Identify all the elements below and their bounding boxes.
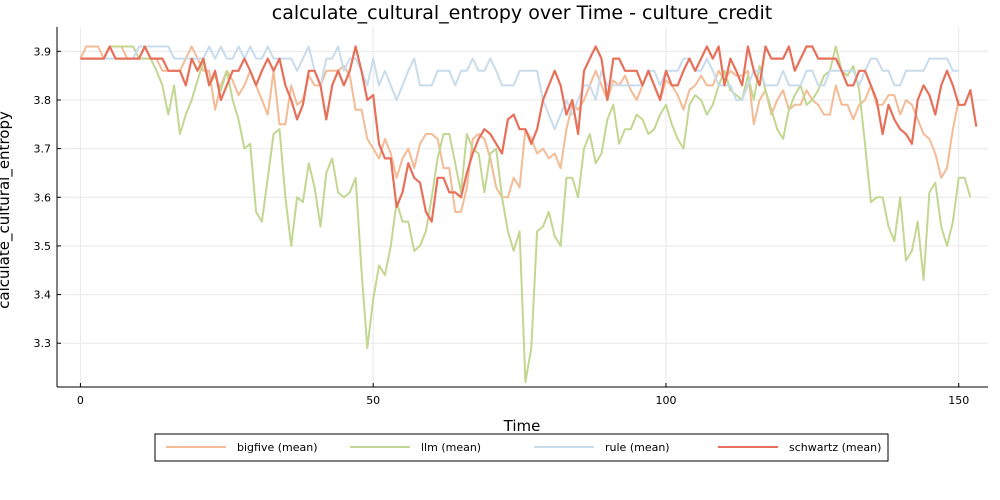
x-axis-title: Time — [503, 417, 541, 435]
chart-title: calculate_cultural_entropy over Time - c… — [272, 2, 772, 24]
y-tick-label: 3.4 — [34, 289, 52, 302]
y-tick-label: 3.5 — [34, 240, 52, 253]
y-axis-title: calculate_cultural_entropy — [0, 111, 14, 309]
series-line-schwartz — [80, 45, 978, 223]
y-tick-label: 3.9 — [34, 45, 52, 58]
x-tick-labels: 0 50 100 150 — [77, 394, 969, 407]
y-tick-labels: 3.3 3.4 3.5 3.6 3.7 3.8 3.9 — [34, 45, 52, 350]
legend-label: rule (mean) — [605, 441, 670, 454]
series-line-rule — [80, 45, 959, 131]
legend-label: llm (mean) — [421, 441, 481, 454]
x-tick-label: 150 — [948, 394, 969, 407]
legend-label: bigfive (mean) — [237, 441, 318, 454]
y-tick-label: 3.6 — [34, 191, 52, 204]
x-tick-label: 100 — [655, 394, 676, 407]
y-tick-label: 3.7 — [34, 143, 52, 156]
x-tick-label: 50 — [366, 394, 380, 407]
x-tick-label: 0 — [77, 394, 84, 407]
y-tick-label: 3.3 — [34, 337, 52, 350]
legend: bigfive (mean) llm (mean) rule (mean) schwa… — [154, 433, 889, 462]
axes — [56, 27, 988, 388]
y-tick-label: 3.8 — [34, 94, 52, 107]
legend-label: schwartz (mean) — [789, 441, 881, 454]
series-layer — [79, 45, 978, 384]
